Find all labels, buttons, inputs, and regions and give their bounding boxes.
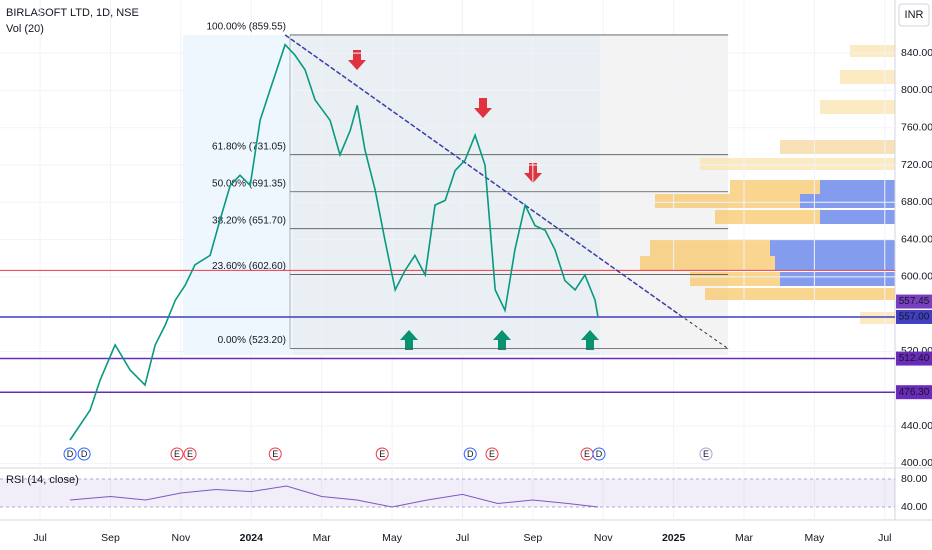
price-label: 512.40 xyxy=(899,353,930,364)
event-marker xyxy=(170,447,184,461)
fib-label: 23.60% (602.60) xyxy=(212,261,286,272)
currency[interactable]: INR xyxy=(905,9,924,21)
event-label: E xyxy=(379,449,385,459)
volume-profile xyxy=(640,45,895,324)
price-label: 557.00 xyxy=(899,312,930,323)
rsi-tick-label: 80.00 xyxy=(901,473,927,485)
y-tick-label: 680.00 xyxy=(901,196,932,208)
x-tick-label: Nov xyxy=(594,532,613,544)
event-marker xyxy=(268,447,282,461)
vp-bar xyxy=(820,180,895,194)
rsi-tick-label: 40.00 xyxy=(901,501,927,513)
volume-label: Vol (20) xyxy=(6,23,44,35)
event-label: E xyxy=(584,449,590,459)
vp-bar xyxy=(700,158,895,170)
range-shade xyxy=(183,35,293,355)
y-tick-label: 760.00 xyxy=(901,122,932,134)
x-tick-label: Mar xyxy=(735,532,754,544)
vp-bar xyxy=(780,140,895,154)
event-marker xyxy=(183,447,197,461)
price-label-box xyxy=(896,385,932,400)
vp-bar xyxy=(770,240,895,256)
event-label: D xyxy=(596,449,603,459)
y-tick-label: 640.00 xyxy=(901,233,932,245)
y-tick-label: 440.00 xyxy=(901,420,932,432)
event-marker xyxy=(375,447,389,461)
rsi-line xyxy=(69,485,599,508)
chart-title: BIRLASOFT LTD, 1D, NSE xyxy=(6,7,139,19)
vp-bar xyxy=(860,312,895,324)
x-tick-label: May xyxy=(382,532,403,544)
x-tick-label: Sep xyxy=(101,532,120,544)
up-arrow xyxy=(493,330,511,350)
event-label: E xyxy=(489,449,495,459)
event-label: D xyxy=(467,449,474,459)
event-marker xyxy=(463,447,477,461)
fib-label: 0.00% (523.20) xyxy=(218,335,286,346)
up-arrow xyxy=(581,330,599,350)
x-tick-label: Nov xyxy=(172,532,191,544)
price-label-box xyxy=(896,351,932,366)
event-marker xyxy=(592,447,606,461)
x-tick-label: Jul xyxy=(878,532,891,544)
rsi-band xyxy=(0,479,895,507)
y-tick-label: 600.00 xyxy=(901,271,932,283)
event-label: E xyxy=(703,449,709,459)
vp-bar xyxy=(840,70,895,84)
vp-bar xyxy=(775,256,895,270)
event-marker xyxy=(485,447,499,461)
trendline xyxy=(284,34,681,316)
event-marker xyxy=(77,447,91,461)
y-tick-label: 720.00 xyxy=(901,159,932,171)
x-tick-label: Mar xyxy=(313,532,332,544)
x-tick-label: Jul xyxy=(33,532,46,544)
fib-label: 61.80% (731.05) xyxy=(212,141,286,152)
x-tick-label: 2025 xyxy=(662,532,686,544)
last-price-box xyxy=(896,294,932,309)
up-arrow xyxy=(400,330,418,350)
y-tick-label: 800.00 xyxy=(901,84,932,96)
event-marker xyxy=(63,447,77,461)
vp-bar xyxy=(850,45,895,57)
vp-bar xyxy=(800,194,895,208)
x-tick-label: May xyxy=(804,532,825,544)
price-line xyxy=(69,43,599,441)
last-price: 557.45 xyxy=(899,296,930,307)
event-marker xyxy=(699,447,713,461)
vp-bar xyxy=(820,210,895,224)
fib-label: 38.20% (651.70) xyxy=(212,215,286,226)
event-label: D xyxy=(81,449,88,459)
rsi-label: RSI (14, close) xyxy=(6,474,79,486)
event-label: E xyxy=(272,449,278,459)
event-label: D xyxy=(67,449,74,459)
vp-bar xyxy=(705,288,895,300)
y-tick-label: 400.00 xyxy=(901,457,932,469)
down-arrow xyxy=(474,98,492,118)
x-tick-label: Sep xyxy=(524,532,543,544)
vp-bar xyxy=(780,272,895,286)
price-label-box xyxy=(896,309,932,324)
event-label: E xyxy=(174,449,180,459)
currency-box[interactable] xyxy=(898,3,930,27)
down-arrow xyxy=(348,50,366,70)
x-tick-label: 2024 xyxy=(240,532,264,544)
trendline-extension xyxy=(679,314,729,350)
event-label: E xyxy=(187,449,193,459)
y-tick-label: 840.00 xyxy=(901,47,932,59)
vp-bar xyxy=(820,100,895,114)
x-tick-label: Jul xyxy=(456,532,469,544)
fib-label: 100.00% (859.55) xyxy=(206,22,286,33)
price-label: 476.30 xyxy=(899,387,930,398)
